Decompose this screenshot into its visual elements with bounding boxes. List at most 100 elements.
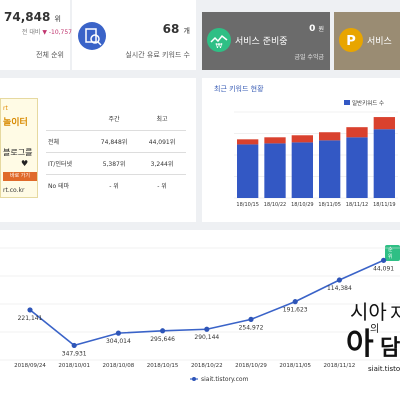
data-label: 254,972 (239, 324, 264, 331)
svg-text:₩: ₩ (216, 42, 223, 50)
keyword-chart-title: 최근 키워드 현황 (214, 85, 264, 93)
bar-series1 (291, 142, 313, 198)
rank-table: 주간 최고 전체 74,848위 44,091위 IT/인터넷 5,387위 3… (46, 108, 186, 196)
rank-col-blank (46, 108, 90, 130)
data-label: 44,091 (373, 265, 394, 272)
service-sublabel: 금일 수익금 (294, 54, 324, 61)
x-tick-label: 2018/11/12 (324, 363, 356, 369)
promo-button[interactable]: 바로 가기 (3, 172, 37, 181)
bar-series1 (373, 129, 395, 198)
data-label: 290,144 (194, 334, 219, 341)
x-tick-label: 2018/11/05 (279, 363, 311, 369)
service-label: 서비스 준비중 (235, 37, 288, 47)
data-label: 295,646 (150, 336, 175, 343)
data-label: 304,014 (106, 338, 131, 345)
watermark-big2: 담 (380, 336, 400, 361)
x-tick-label: 2018/10/29 (235, 363, 267, 369)
rank-label: 전체 순위 (36, 51, 64, 59)
rank-cell: 5,387위 (90, 151, 139, 174)
bar-series2 (319, 132, 341, 141)
legend-label: siait.tistory.com (201, 376, 249, 383)
table-row: 전체 74,848위 44,091위 (46, 129, 186, 152)
promo-banner[interactable]: rt 놀이터 블로그를 ♥ 바로 가기 rt.co.kr (0, 98, 38, 198)
money-chart-icon: ₩ (207, 28, 231, 52)
rank-col-best: 최고 (156, 116, 168, 124)
promo-top: rt (3, 105, 8, 112)
rank-cell: - 위 (90, 173, 139, 196)
search-doc-icon (78, 22, 106, 50)
bar-series1 (319, 140, 341, 198)
data-label: 221,141 (18, 315, 43, 322)
table-row: IT/인터넷 5,387위 3,244위 (46, 151, 186, 174)
service2-label: 서비스 (367, 37, 392, 47)
rank-trend-panel: 순위 221,141 2018/09/24 347,931 2018/10/01 304… (0, 230, 400, 400)
rank-line-chart: 221,141 2018/09/24 347,931 2018/10/01 304,01… (0, 247, 400, 383)
promo-line: 블로그를 (3, 148, 33, 157)
data-point (381, 257, 387, 263)
rank-card: 74,848 위 전 대비 ▼ -10,757 전체 순위 (0, 0, 72, 70)
data-label: 191,623 (283, 307, 308, 314)
watermark-line2: 의 (370, 324, 380, 335)
table-row: No 테마 - 위 - 위 (46, 173, 186, 196)
data-point (27, 307, 33, 313)
rank-cell: 44,091위 (138, 129, 186, 152)
rank-panel: rt 놀이터 블로그를 ♥ 바로 가기 rt.co.kr 주간 최고 전체 74… (0, 78, 196, 222)
rank-delta: 전 대비 ▼ -10,757 (21, 29, 72, 36)
x-tick-label: 18/11/19 (373, 202, 395, 208)
data-point (292, 299, 298, 305)
rank-row-label: 전체 (46, 129, 91, 152)
rank-cell: - 위 (138, 173, 186, 196)
x-tick-label: 2018/09/24 (14, 363, 46, 369)
promo-footer: rt.co.kr (3, 187, 25, 194)
rank-cell: 3,244위 (138, 151, 186, 174)
keyword-count-value: 68 개 (162, 22, 190, 36)
promo-title: 놀이터 (3, 118, 28, 128)
data-label: 114,384 (327, 285, 352, 292)
service-card: ₩ 서비스 준비중 0 원 금일 수익금 (202, 12, 330, 70)
data-point (115, 330, 121, 336)
bar-series2 (264, 137, 286, 144)
legend-swatch (344, 100, 350, 105)
bar-series2 (373, 117, 395, 130)
data-point (248, 316, 254, 322)
keyword-bar-chart: 일반키워드 수 18/10/15 18/10/22 18/10/29 18/11/05 1… (234, 99, 398, 208)
heart-icon: ♥ (21, 159, 29, 168)
bar-series1 (237, 144, 259, 198)
bar-series2 (346, 127, 368, 138)
service-value: 0 원 (309, 24, 324, 34)
rank-table-header: 주간 최고 (46, 108, 186, 130)
rank-col-weekly: 주간 (108, 116, 120, 124)
watermark-line3: 지 (390, 304, 400, 325)
weekly-rank-chip[interactable]: 순위 (385, 245, 400, 261)
bar-series2 (237, 139, 259, 145)
x-tick-label: 18/11/12 (346, 202, 368, 208)
service2-card: P 서비스 (334, 12, 400, 70)
x-tick-label: 2018/10/08 (103, 363, 135, 369)
point-icon: P (339, 28, 363, 52)
data-point (160, 328, 166, 334)
bar-series1 (264, 143, 286, 198)
rank-cell: 74,848위 (90, 129, 139, 152)
legend-label: 일반키워드 수 (352, 99, 384, 107)
keyword-count-card: 68 개 실시간 유료 키워드 수 (72, 0, 196, 70)
x-tick-label: 2018/10/22 (191, 363, 223, 369)
keyword-count-label: 실시간 유료 키워드 수 (125, 51, 190, 59)
legend-marker (192, 377, 196, 381)
x-tick-label: 2018/10/01 (58, 363, 90, 369)
watermark-big: 아 (346, 327, 374, 362)
x-tick-label: 18/10/22 (264, 202, 286, 208)
data-label: 347,931 (62, 350, 87, 357)
rank-value: 74,848 위 (4, 10, 61, 24)
watermark-url: siait.tisto (368, 365, 400, 373)
x-tick-label: 2018/10/15 (147, 363, 179, 369)
x-tick-label: 18/11/05 (318, 202, 340, 208)
rank-row-label: No 테마 (46, 173, 91, 196)
watermark-line1: 시아 (350, 300, 387, 324)
x-tick-label: 18/10/29 (291, 202, 313, 208)
data-point (204, 326, 210, 332)
svg-text:P: P (346, 34, 356, 49)
data-point (71, 342, 77, 349)
data-point (336, 277, 342, 283)
bar-series2 (291, 135, 313, 143)
x-tick-label: 18/10/15 (236, 202, 258, 208)
